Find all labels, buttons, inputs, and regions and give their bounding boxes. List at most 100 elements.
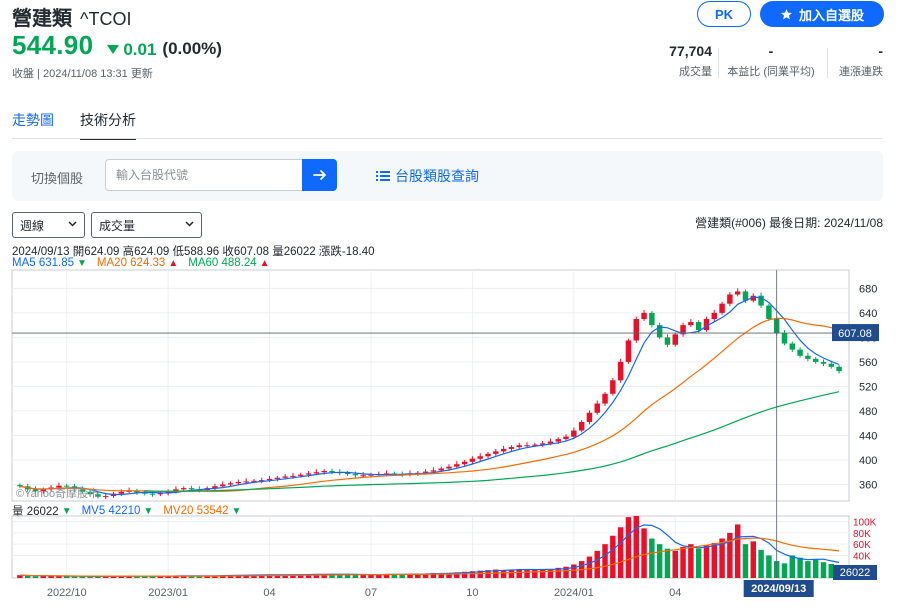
chart-meta: 營建類(#006) 最後日期: 2024/11/08 (695, 216, 883, 230)
candle-body (586, 412, 593, 422)
volume-bar (157, 576, 164, 578)
volume-bar (750, 541, 757, 578)
volume-bar (344, 574, 351, 578)
mv20-label: MV20 53542 (163, 505, 229, 517)
volume-bar (602, 544, 608, 578)
volume-bar (383, 574, 390, 578)
stat-streak-label: 連漲連跌 (839, 66, 883, 78)
volume-bar (196, 576, 203, 578)
candle-body (617, 361, 624, 381)
stock-search-panel: 切換個股 台股類股查詢 (12, 151, 883, 201)
volume-bar (391, 574, 398, 578)
candle-body (227, 483, 234, 485)
volume-bar (188, 575, 195, 578)
volume-bar (446, 572, 452, 578)
volume-bar (430, 572, 437, 578)
chart-tabs: 走勢圖 技術分析 (12, 110, 136, 140)
candle-body (118, 491, 125, 494)
volume-legend: 量 26022 ▼ MV5 42210 ▼ MV20 53542 ▼ (12, 503, 241, 519)
candle-body (430, 470, 437, 472)
crosshair-price-label: 607.08 (838, 328, 872, 340)
volume-bar (688, 544, 694, 578)
x-tick-label: 04 (263, 587, 275, 599)
candle-body (360, 475, 366, 477)
candle-body (633, 319, 639, 341)
add-watchlist-button[interactable]: 加入自選股 (760, 1, 884, 27)
volume-bar (493, 569, 499, 578)
volume-bar (235, 575, 242, 578)
volume-bar (766, 555, 772, 578)
volume-bar (407, 574, 413, 578)
volume-bar (797, 557, 803, 578)
volume-bar (672, 550, 678, 578)
candle-body (664, 337, 671, 345)
volume-bar (142, 576, 148, 578)
crosshair-price-box (832, 324, 879, 342)
volume-bar (173, 575, 179, 578)
price-row: 544.90 0.01 (0.00%) (12, 30, 222, 61)
volume-bar (555, 567, 561, 578)
ma5-label: MA5 631.85 (12, 257, 75, 269)
candle-body (446, 466, 452, 469)
volume-bar (134, 576, 140, 578)
candle-body (438, 468, 444, 471)
mv20-legend: MV20 53542 ▼ (163, 503, 241, 519)
candle-body (641, 312, 647, 320)
down-arrow-icon (107, 45, 120, 54)
volume-bar (282, 574, 288, 578)
indicator-select[interactable]: 成交量 (91, 212, 202, 238)
ma60-label: MA60 488.24 (188, 257, 257, 269)
sector-lookup-link[interactable]: 台股類股查詢 (376, 166, 479, 186)
candle-body (422, 471, 429, 473)
volume-tick-label: 60K (853, 540, 871, 551)
ma60-legend: MA60 488.24 ▲ (188, 257, 269, 269)
candle-body (173, 489, 179, 492)
candle-body (610, 380, 616, 394)
candle-body (181, 488, 187, 490)
candle-body (649, 312, 655, 326)
volume-bar (547, 568, 554, 578)
stat-volume-value: 77,704 (669, 43, 712, 59)
candle-body (274, 477, 281, 479)
volume-bar (586, 556, 593, 578)
tab-technical[interactable]: 技術分析 (80, 110, 136, 140)
candle-body (477, 456, 483, 459)
search-submit-button[interactable] (302, 159, 337, 191)
star-icon (781, 8, 792, 19)
sector-lookup-label: 台股類股查詢 (395, 168, 479, 184)
volume-bar (656, 544, 663, 578)
price-tick-label: 560 (859, 357, 877, 369)
candle-body (594, 403, 600, 413)
tab-intraday[interactable]: 走勢圖 (12, 112, 54, 128)
stock-code-input[interactable] (105, 159, 302, 191)
volume-bar (149, 576, 156, 578)
volume-bar (298, 574, 304, 578)
candle-body (625, 340, 632, 362)
volume-bar (321, 573, 327, 578)
candle-body (672, 334, 678, 345)
candle-body (454, 464, 460, 467)
ma5-legend: MA5 631.85 ▼ (12, 257, 87, 269)
volume-bar (734, 524, 741, 578)
volume-bar (126, 575, 132, 578)
mv5-label: MV5 42210 (81, 505, 141, 517)
candle-body (313, 472, 320, 474)
candle-body (820, 361, 827, 364)
candle-body (344, 472, 351, 475)
triangle-down-icon: ▼ (61, 505, 72, 517)
volume-bar (820, 562, 827, 578)
candle-body (469, 458, 476, 462)
candle-body (766, 305, 772, 320)
volume-bar (594, 550, 600, 578)
stat-pe-label: 本益比 (同業平均) (727, 66, 815, 78)
pk-button[interactable]: PK (697, 1, 751, 27)
search-label: 切換個股 (31, 171, 84, 186)
volume-bar (805, 561, 811, 578)
candle-body (95, 494, 101, 497)
vol-legend: 量 26022 ▼ (12, 503, 72, 519)
volume-bar (79, 576, 86, 578)
price-tick-label: 480 (859, 406, 877, 418)
candle-body (157, 493, 164, 495)
period-select[interactable]: 週線 (12, 212, 85, 238)
